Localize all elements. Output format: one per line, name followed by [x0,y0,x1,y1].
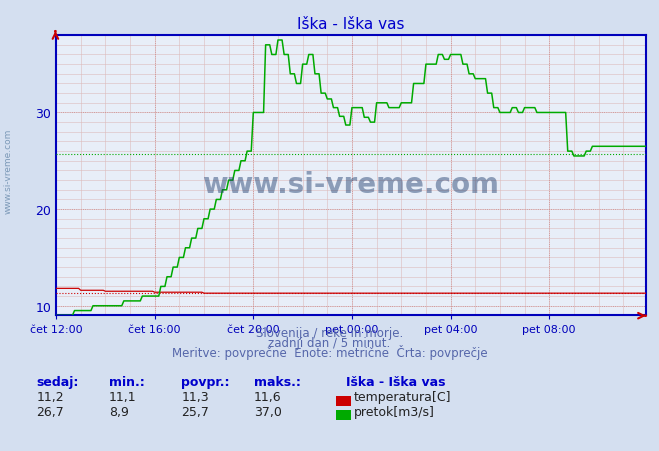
Text: 11,6: 11,6 [254,391,281,404]
Text: zadnji dan / 5 minut.: zadnji dan / 5 minut. [268,336,391,350]
Text: 37,0: 37,0 [254,405,281,418]
Text: 8,9: 8,9 [109,405,129,418]
Text: 25,7: 25,7 [181,405,209,418]
Text: Slovenija / reke in morje.: Slovenija / reke in morje. [256,326,403,339]
Text: 11,1: 11,1 [109,391,136,404]
Text: Meritve: povprečne  Enote: metrične  Črta: povprečje: Meritve: povprečne Enote: metrične Črta:… [172,344,487,359]
Title: Iška - Iška vas: Iška - Iška vas [297,17,405,32]
Text: 11,3: 11,3 [181,391,209,404]
Text: Iška - Iška vas: Iška - Iška vas [346,376,445,389]
Text: www.si-vreme.com: www.si-vreme.com [202,170,500,198]
Text: pretok[m3/s]: pretok[m3/s] [354,405,435,418]
Text: 11,2: 11,2 [36,391,64,404]
Text: min.:: min.: [109,376,144,389]
Text: 26,7: 26,7 [36,405,64,418]
Text: sedaj:: sedaj: [36,376,78,389]
Text: maks.:: maks.: [254,376,301,389]
Text: www.si-vreme.com: www.si-vreme.com [3,129,13,214]
Text: temperatura[C]: temperatura[C] [354,391,451,404]
Text: povpr.:: povpr.: [181,376,230,389]
